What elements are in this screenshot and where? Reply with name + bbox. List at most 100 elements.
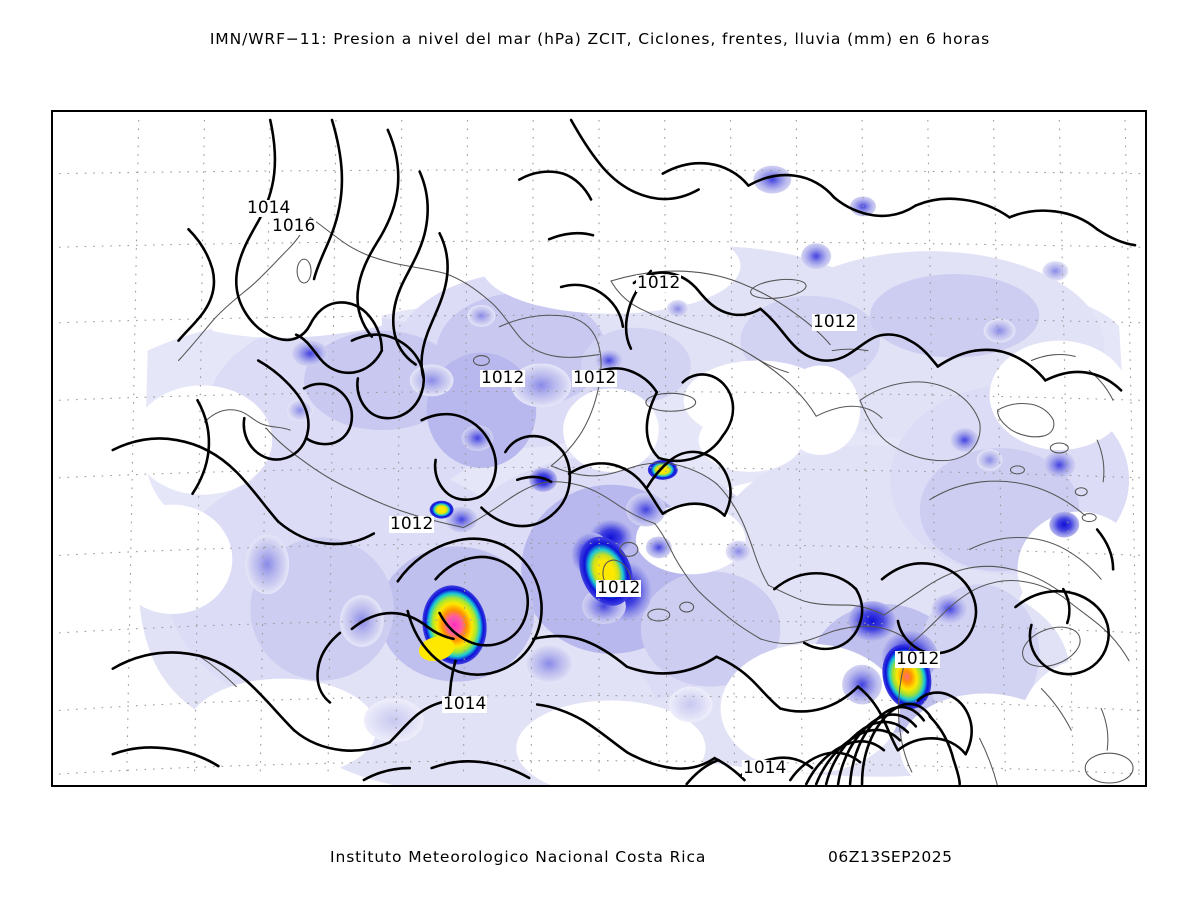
coastline-pac-island: [199, 656, 237, 688]
isobar-1012-mid-c: [715, 655, 782, 710]
isobar-label-1012-n-central: 1012: [636, 273, 682, 293]
isobar-1012-hond-d: [645, 450, 706, 490]
isobar-1012-ca-lower2: [549, 450, 572, 517]
isobar-label-1014-nw: 1014: [246, 198, 292, 218]
rain-blob-pan-nw: [848, 601, 896, 641]
isobar-mex-closed2: [302, 382, 354, 446]
isobar-atl-n6: [1095, 228, 1137, 247]
isobar-1012-n-a: [569, 118, 700, 201]
isobar-1012-hond-c: [703, 452, 732, 517]
coastline-panama: [759, 625, 913, 645]
coastline-lake-sm: [647, 608, 671, 622]
isobar-1012-panama-loop: [880, 562, 978, 651]
isobar-1012-se-b: [946, 693, 974, 756]
rain-blob-pac-s2: [363, 698, 424, 743]
isobar-label-1014-ssw: 1014: [742, 758, 788, 778]
rain-shading-layer: [112, 165, 1145, 785]
rain-blob-venez-n: [950, 428, 979, 452]
isobar-1012-ca-lower: [480, 506, 553, 528]
footer-credit: Instituto Meteorologico Nacional Costa R…: [330, 848, 707, 866]
isobar-atl-n3: [832, 196, 918, 218]
coastline-puerto-rico: [997, 402, 1055, 438]
isobar-1014-sw: [111, 651, 296, 732]
isobar-1014-s-a: [535, 703, 629, 754]
isobar-1014-sw2: [292, 729, 392, 752]
isobar-1014-nw-a: [177, 228, 216, 342]
isobar-1012-w-sweep2: [276, 520, 376, 546]
isobar-label-1012-e-central: 1012: [572, 368, 618, 388]
isobar-atl-n4: [914, 197, 1011, 219]
isobar-1012-hisp-d: [711, 375, 735, 438]
coastline-cuba-e-tip: [815, 405, 883, 419]
rain-blob-gom-s: [595, 349, 623, 372]
isobar-1012-hisp-e: [681, 373, 714, 384]
isobar-tight-i: [928, 715, 961, 785]
isobar-1012-carib-s: [773, 571, 858, 591]
rain-blob-salv: [445, 506, 478, 533]
clear-area-pacific-s: [720, 643, 900, 774]
coastline-gulf-mexico: [309, 216, 600, 358]
isobar-1012-panama-loop2: [896, 619, 955, 655]
coastline-venezuela: [969, 536, 1102, 580]
clear-area-pac-sc: [516, 700, 706, 785]
isobar-1012-carib-s3: [802, 641, 840, 651]
isobar-label-1012-cyclone: 1012: [389, 514, 435, 534]
coastline-island-trinidad: [1081, 513, 1097, 523]
rain-blob-mex-2: [467, 304, 496, 327]
rain-blob-venez-c: [976, 448, 1003, 471]
rain-blob-pac-s3: [668, 686, 713, 723]
isobar-1012-carib-s2: [836, 587, 864, 649]
isobar-1014-s-b: [625, 750, 716, 770]
coastline-island-baja: [296, 258, 312, 284]
isobar-cyclone-outer: [396, 537, 543, 676]
coastline-lake-se: [1084, 752, 1134, 784]
map-frame[interactable]: 1014 1016 1012 1012 1012 1012 1012 1012 …: [51, 110, 1147, 787]
coastline-panama-n: [767, 584, 885, 616]
isobar-atl-n5: [1008, 209, 1099, 231]
isobar-label-1016-nw: 1016: [271, 216, 317, 236]
isobar-1012-ca-b: [433, 458, 479, 501]
rain-blob-pac-s1: [524, 643, 575, 684]
isobar-1012-se-c: [916, 691, 950, 702]
isobar-nw-right: [391, 170, 429, 366]
coastline-hispaniola: [859, 381, 981, 462]
isobar-cyclone-inner: [434, 555, 530, 647]
rain-blob-mex-s: [409, 364, 454, 397]
coastline-island-sm3: [1074, 487, 1088, 497]
gridlines-layer: [58, 119, 1142, 779]
coastline-cuba-inner: [749, 354, 789, 373]
clear-area-venez-e: [1017, 511, 1142, 627]
coastline-island-gom: [472, 355, 490, 367]
isobar-se-closed: [1014, 589, 1110, 674]
coastline-island-cr: [679, 601, 695, 613]
isobar-1012-north-sweep: [759, 307, 940, 368]
isobar-atl-n: [661, 161, 750, 187]
rain-core-cyclone-tail: [418, 636, 455, 662]
rain-blob-atl-e: [983, 318, 1016, 343]
coastline-cuba-s: [610, 280, 817, 417]
isobar-1012-ne-sweep: [936, 348, 1047, 382]
isobar-1012-mid-d: [779, 685, 860, 713]
isobar-1012-ca-lower3: [504, 434, 565, 454]
isobar-tight-h: [860, 702, 934, 785]
isobar-tight-f: [836, 713, 918, 785]
isobar-atl-n2: [747, 173, 836, 199]
rain-blob-pan-s: [842, 664, 882, 705]
isobar-tight-g: [848, 705, 926, 785]
isobar-1012-cyclone-tail2: [316, 631, 342, 704]
coastline-peru-n: [979, 737, 998, 785]
clear-area-atl-e: [989, 340, 1130, 450]
isobar-se-closed2: [1028, 623, 1081, 676]
isobar-1014-s-d: [430, 760, 531, 780]
coastline-antilles-n: [1030, 353, 1076, 362]
rain-core-cr-se: [640, 571, 781, 687]
isobar-tight-b: [789, 751, 862, 782]
coastline-nicaragua-cr: [654, 523, 761, 640]
coastline-venezuela-n: [929, 480, 1086, 517]
rain-blob-cuba-w2: [666, 299, 689, 318]
rain-blob-cr-1: [645, 536, 672, 559]
coastline-cuba-n: [610, 270, 831, 346]
page-title: IMN/WRF−11: Presion a nivel del mar (hPa…: [209, 30, 991, 48]
isobar-1016-nw-a: [308, 301, 384, 352]
coastline-col-se: [1040, 688, 1072, 731]
